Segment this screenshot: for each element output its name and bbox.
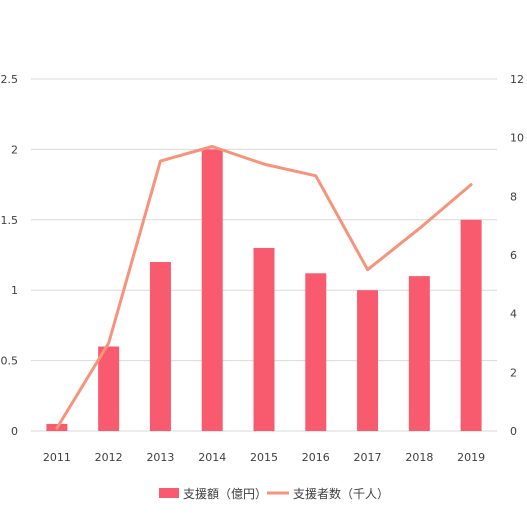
x-tick-label: 2016	[302, 451, 330, 464]
bar-2012	[98, 346, 120, 431]
legend-bar-label: 支援額（億円）	[183, 487, 267, 501]
bar-2016	[305, 273, 327, 431]
y-left-tick-label: 0.5	[1, 355, 19, 368]
line-series	[55, 145, 473, 430]
bar-2013	[149, 262, 171, 431]
x-tick-label: 2018	[405, 451, 433, 464]
x-tick-label: 2019	[457, 451, 485, 464]
y-right-tick-label: 4	[510, 308, 517, 321]
x-tick-label: 2011	[43, 451, 71, 464]
y-right-tick-label: 2	[510, 366, 517, 379]
bar-2018	[408, 276, 430, 431]
legend: 支援額（億円） 支援者数（千人）	[159, 486, 389, 501]
x-tick-label: 2017	[354, 451, 382, 464]
right-axis: 0 2 4 6 8 10 12	[510, 73, 524, 438]
bar-2014	[201, 149, 223, 431]
y-left-tick-label: 2.5	[1, 73, 19, 86]
y-right-tick-label: 12	[510, 73, 524, 86]
bar-2015	[253, 247, 275, 431]
bar-2019	[460, 219, 482, 431]
x-tick-label: 2012	[95, 451, 123, 464]
y-left-tick-label: 1	[11, 284, 18, 297]
x-tick-label: 2015	[250, 451, 278, 464]
y-right-tick-label: 0	[510, 425, 517, 438]
y-left-tick-label: 1.5	[1, 214, 19, 227]
left-axis: 0 0.5 1 1.5 2 2.5	[1, 73, 19, 438]
y-right-tick-label: 6	[510, 249, 517, 262]
y-left-tick-label: 2	[11, 143, 18, 156]
bar-2017	[357, 290, 379, 431]
x-tick-label: 2014	[198, 451, 226, 464]
y-left-tick-label: 0	[11, 425, 18, 438]
legend-bar-swatch	[159, 488, 179, 498]
x-tick-label: 2013	[146, 451, 174, 464]
y-right-tick-label: 8	[510, 190, 517, 203]
y-right-tick-label: 10	[510, 132, 524, 145]
bar-series-layer	[46, 149, 482, 431]
x-axis: 2011 2012 2013 2014 2015 2016 2017 2018 2019	[43, 451, 485, 464]
line-series-layer	[55, 145, 473, 430]
legend-line-label: 支援者数（千人）	[293, 486, 389, 501]
